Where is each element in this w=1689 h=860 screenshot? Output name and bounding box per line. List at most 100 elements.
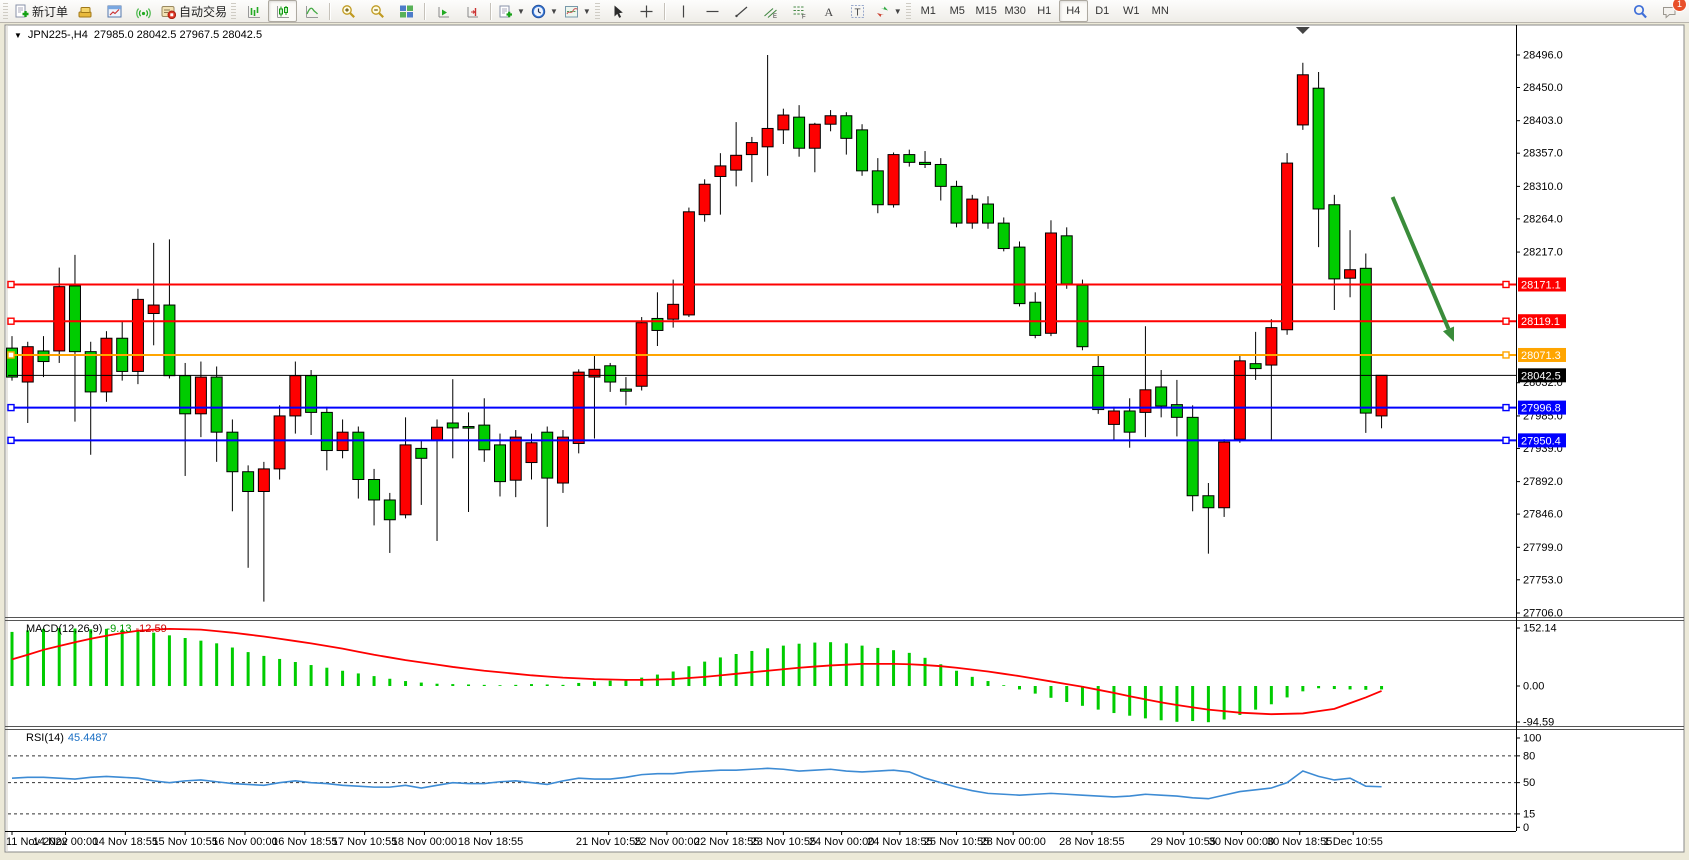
chart-shift-marker[interactable] (1295, 27, 1310, 34)
line-handle[interactable] (1502, 436, 1510, 445)
line-handle[interactable] (1502, 280, 1510, 289)
line-handle[interactable] (7, 351, 15, 359)
search-button[interactable] (1625, 0, 1654, 22)
horizontal-line-button[interactable] (698, 0, 727, 22)
fibo-icon: F (793, 6, 806, 19)
timeframe-m5-button[interactable]: M5 (949, 5, 965, 17)
svg-text:30 Nov 00:00: 30 Nov 00:00 (1209, 836, 1274, 848)
trendline-button[interactable] (727, 0, 756, 22)
svg-text:22 Nov 00:00: 22 Nov 00:00 (634, 836, 699, 848)
svg-text:-94.59: -94.59 (1523, 717, 1554, 729)
autotrading-button[interactable]: 自动交易 (158, 0, 230, 22)
svg-text:E: E (773, 14, 777, 19)
ohlc-values: 27985.0 28042.5 27967.5 28042.5 (93, 29, 263, 41)
candle-body (808, 123, 821, 149)
line-handle[interactable] (1502, 317, 1510, 325)
fibonacci-button[interactable]: F (785, 0, 814, 22)
rsi-name: RSI(14) (26, 732, 64, 744)
template-icon (564, 5, 578, 17)
candle-body (1029, 301, 1042, 336)
svg-text:18 Nov 00:00: 18 Nov 00:00 (392, 836, 457, 848)
open-chart-button[interactable] (100, 0, 129, 22)
candle-body (761, 127, 774, 148)
candle-body (856, 129, 869, 172)
new-chart-button[interactable]: ▼ (495, 0, 528, 22)
chart-title-collapse-icon[interactable]: ▼ (14, 30, 22, 40)
bars-icon (248, 5, 261, 18)
crosshair-button[interactable] (632, 0, 661, 22)
candle-body (966, 198, 979, 224)
svg-text:14 Nov 18:55: 14 Nov 18:55 (93, 836, 158, 848)
chart-shift-button[interactable] (458, 0, 487, 22)
candle-body (242, 471, 255, 493)
text-button[interactable]: A (814, 0, 843, 22)
notifications-button[interactable]: 1 (1654, 0, 1687, 22)
dropdown-arrow-icon[interactable]: ▼ (549, 6, 558, 16)
new-order-button[interactable]: 新订单 (11, 0, 71, 22)
timeframe-m15-button[interactable]: M15 (975, 5, 997, 17)
tile-windows-button[interactable] (392, 0, 421, 22)
svg-text:23 Nov 10:55: 23 Nov 10:55 (751, 836, 816, 848)
candle-body (84, 351, 97, 393)
line-handle[interactable] (1502, 403, 1510, 412)
auto-scroll-button[interactable] (429, 0, 458, 22)
candlestick-chart-button[interactable] (268, 0, 298, 22)
line-handle[interactable] (7, 436, 15, 445)
svg-text:16 Nov 00:00: 16 Nov 00:00 (212, 836, 277, 848)
candle-body (1170, 404, 1183, 418)
trend-arrow-annotation[interactable] (1390, 196, 1455, 342)
candle-body (1123, 410, 1136, 433)
macd-main-value: -9.13 (106, 623, 132, 635)
timeframe-m1-button[interactable]: M1 (920, 5, 936, 17)
svg-text:28171.1: 28171.1 (1521, 279, 1561, 291)
tiles-icon (400, 5, 414, 17)
cursor-icon (614, 5, 623, 18)
candle-body (887, 154, 900, 206)
svg-text:22 Nov 18:55: 22 Nov 18:55 (694, 836, 759, 848)
candle-body (415, 447, 428, 459)
candle-body (745, 142, 758, 156)
line-handle[interactable] (1502, 351, 1510, 359)
zoom-out-button[interactable] (363, 0, 392, 22)
line-handle[interactable] (7, 280, 15, 289)
templates-button[interactable]: ▼ (561, 0, 594, 22)
candle-body (556, 436, 569, 484)
line-handle[interactable] (7, 317, 15, 325)
timeframe-d1-button[interactable]: D1 (1095, 5, 1110, 17)
candle-body (147, 304, 160, 315)
svg-text:24 Nov 00:00: 24 Nov 00:00 (809, 836, 874, 848)
vertical-line-button[interactable] (669, 0, 698, 22)
timeframe-w1-button[interactable]: W1 (1122, 5, 1140, 17)
price-level-badge (1518, 400, 1566, 415)
candle-body (682, 211, 695, 316)
candle-body (730, 154, 743, 171)
svg-text:28357.0: 28357.0 (1523, 148, 1563, 160)
market-button[interactable] (71, 0, 100, 22)
line-handle[interactable] (7, 403, 15, 412)
chart-window-icon (107, 5, 122, 17)
toolbar-grip (594, 2, 600, 20)
periods-button[interactable]: ▼ (528, 0, 561, 22)
zoom-in-button[interactable] (334, 0, 363, 22)
candle-body (368, 478, 381, 501)
timeframe-h4-button[interactable]: H4 (1058, 0, 1088, 22)
candle-body (1155, 386, 1168, 407)
signals-button[interactable] (129, 0, 158, 22)
line-chart-button[interactable] (297, 0, 326, 22)
text-label-button[interactable]: T (843, 0, 872, 22)
arrows-button[interactable]: ▼ (872, 0, 905, 22)
bar-chart-button[interactable] (239, 0, 268, 22)
cursor-button[interactable] (603, 0, 632, 22)
timeframe-h1-button[interactable]: H1 (1037, 5, 1052, 17)
dropdown-arrow-icon[interactable]: ▼ (893, 6, 902, 16)
dropdown-arrow-icon[interactable]: ▼ (517, 6, 525, 16)
channel-button[interactable]: E (756, 0, 785, 22)
timeframe-mn-button[interactable]: MN (1151, 5, 1169, 17)
svg-text:28450.0: 28450.0 (1523, 82, 1563, 94)
candle-body (698, 183, 711, 216)
dropdown-arrow-icon[interactable]: ▼ (582, 6, 591, 16)
candle-body (997, 222, 1010, 250)
timeframe-m30-button[interactable]: M30 (1004, 5, 1026, 17)
